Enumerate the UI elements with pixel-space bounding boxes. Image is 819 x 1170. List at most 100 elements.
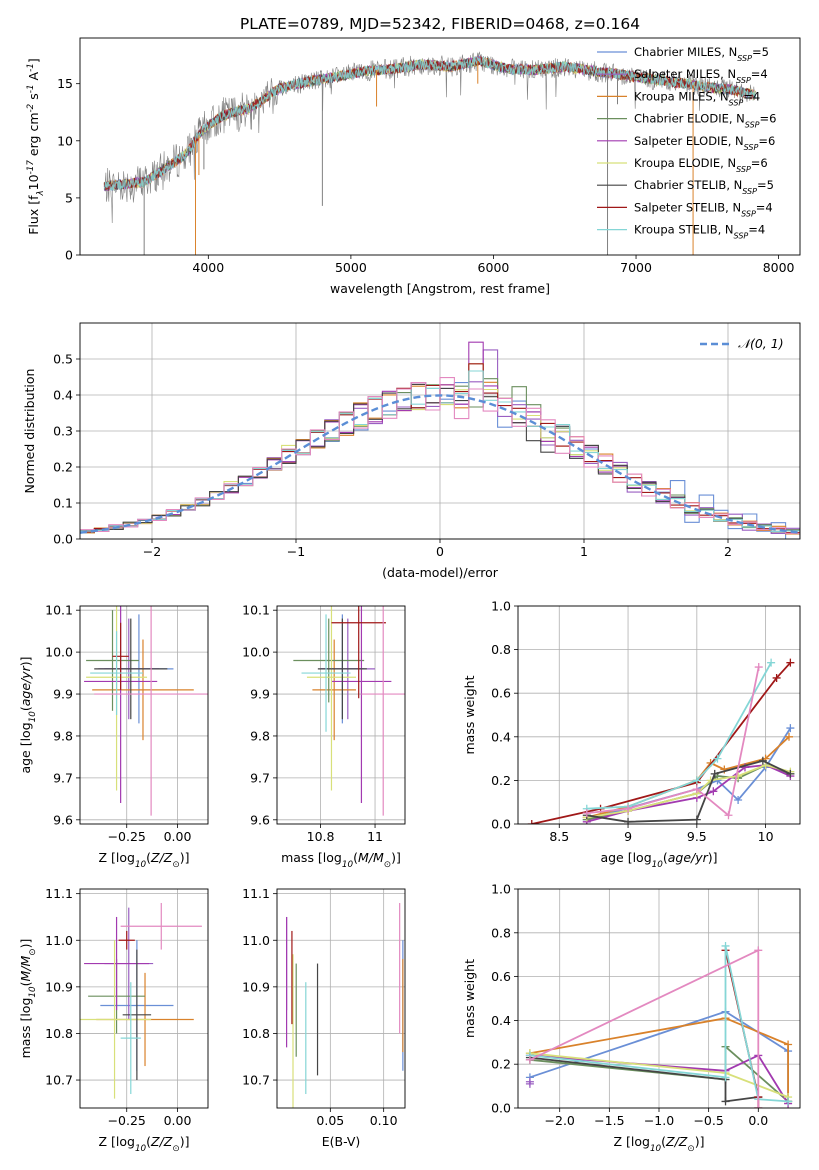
residuals-ytick-label-4: 0.4 bbox=[53, 388, 73, 403]
spectrum-legend-label-4: Salpeter ELODIE, NSSP=6 bbox=[634, 134, 775, 152]
spectrum-legend: Chabrier MILES, NSSP=5 Salpeter MILES, NS… bbox=[597, 45, 776, 240]
weight_vs_age-marker-6-0 bbox=[527, 820, 536, 824]
weight_vs_age-marker-4-4 bbox=[734, 772, 743, 781]
age_vs_Z-xlabel: Z [log10(Z/Z⊙)] bbox=[98, 850, 189, 870]
age_vs_mass-xtick-label-1: 11 bbox=[367, 829, 383, 844]
age_vs_mass-ytick-label-3: 9.9 bbox=[250, 687, 270, 702]
spectrum-ytick-label-0: 0 bbox=[65, 248, 73, 263]
mass_vs_Z-ytick-label-2: 10.9 bbox=[45, 979, 73, 994]
mass_vs_Z-ytick-label-1: 10.8 bbox=[45, 1026, 73, 1041]
weight_vs_age-marker-5-5 bbox=[786, 769, 795, 778]
weight_vs_Z-axes: −2.0 −1.5 −1.0 −0.5 0.0 0.0 0.2 0.4 0.6 0.8 1.0 Z [… bbox=[462, 882, 801, 1154]
mass_vs_Z-axes: −0.25 0.00 10.7 10.8 10.9 11.0 11.1 Z [log10(Z/… bbox=[18, 886, 209, 1154]
weight_vs_Z-xlabel: Z [log10(Z/Z⊙)] bbox=[613, 1134, 704, 1154]
weight_vs_age-line-8 bbox=[586, 666, 760, 817]
residuals-xtick-label-4: 2 bbox=[724, 544, 732, 559]
spectrum-xtick-label-4: 8000 bbox=[763, 260, 795, 275]
weight_vs_Z-marker-1-1 bbox=[525, 1077, 534, 1086]
spectrum-plot-area bbox=[103, 51, 756, 255]
spectrum-ylabel: Flux [fλ10-17 erg cm-2 s-1 A-1] bbox=[26, 58, 46, 235]
spectrum-axes: 4000 5000 6000 7000 8000 0 5 10 15 wavelength [An… bbox=[26, 37, 801, 296]
weight_vs_age-marker-5-2 bbox=[692, 815, 701, 824]
residuals-ytick-label-5: 0.5 bbox=[53, 352, 73, 367]
spectrum-legend-label-2: Kroupa MILES, NSSP=4 bbox=[634, 89, 760, 107]
age_vs_mass-axes: 10.8 11 9.6 9.7 9.8 9.9 10.0 10.1 mass [log10(M/… bbox=[242, 603, 406, 870]
weight_vs_Z-marker-9-0 bbox=[525, 1055, 534, 1064]
weight_vs_Z-ytick-label-3: 0.6 bbox=[491, 969, 511, 984]
weight_vs_age-line-0 bbox=[586, 727, 792, 821]
weight_vs_Z-ylabel: mass weight bbox=[462, 959, 477, 1038]
weight_vs_Z-ytick-label-5: 1.0 bbox=[491, 882, 511, 897]
weight_vs_age-ylabel: mass weight bbox=[462, 675, 477, 754]
weight_vs_age-xtick-label-2: 9.5 bbox=[687, 829, 707, 844]
weight_vs_age-marker-7-2 bbox=[692, 776, 701, 785]
residuals-ytick-label-1: 0.1 bbox=[53, 496, 73, 511]
weight_vs_Z-xtick-label-3: −0.5 bbox=[693, 1113, 723, 1128]
age_vs_mass-plot-area bbox=[293, 606, 405, 816]
weight_vs_age-marker-5-1 bbox=[624, 817, 633, 824]
spectrum-legend-label-8: Kroupa STELIB, NSSP=4 bbox=[634, 223, 765, 241]
weight_vs_age-marker-8-0 bbox=[582, 809, 591, 818]
weight_vs_age-marker-8-4 bbox=[754, 663, 763, 672]
spectrum-legend-label-3: Chabrier ELODIE, NSSP=6 bbox=[634, 112, 776, 130]
weight_vs_age-ytick-label-0: 0.0 bbox=[491, 817, 511, 832]
weight_vs_age-plot-area bbox=[527, 658, 795, 824]
age_vs_mass-ytick-label-5: 10.1 bbox=[242, 603, 270, 618]
weight_vs_Z-ytick-label-0: 0.0 bbox=[491, 1101, 511, 1116]
weight_vs_Z-xtick-label-4: 0.0 bbox=[748, 1113, 768, 1128]
age_vs_Z-ytick-label-0: 9.6 bbox=[53, 812, 73, 827]
weight_vs_Z-marker-9-2 bbox=[754, 1104, 763, 1108]
spectrum-xtick-label-3: 7000 bbox=[620, 260, 652, 275]
weight_vs_age-marker-5-3 bbox=[710, 769, 719, 778]
weight_vs_age-ytick-label-2: 0.4 bbox=[491, 729, 511, 744]
mass_vs_Z-ytick-label-0: 10.7 bbox=[45, 1073, 73, 1088]
hist-legend-label: 𝒩(0, 1) bbox=[738, 336, 784, 351]
mass_vs_Z-xlabel: Z [log10(Z/Z⊙)] bbox=[98, 1134, 189, 1154]
spectrum-legend-label-0: Chabrier MILES, NSSP=5 bbox=[634, 45, 769, 63]
spectrum-frame bbox=[79, 37, 801, 256]
age_vs_mass-xlabel: mass [log10(M/M⊙)] bbox=[281, 850, 401, 870]
weight_vs_age-axes: 8.5 9 9.5 10 0.0 0.2 0.4 0.6 0.8 1.0 age [log10(ag… bbox=[462, 599, 801, 870]
age_vs_Z-xtick-label-0: −0.25 bbox=[108, 829, 146, 844]
hist-gaussian-curve bbox=[80, 394, 800, 534]
weight_vs_age-marker-6-4 bbox=[786, 658, 795, 667]
weight_vs_age-ytick-label-3: 0.6 bbox=[491, 686, 511, 701]
spectrum-legend-label-7: Salpeter STELIB, NSSP=4 bbox=[634, 200, 773, 218]
mass_vs_ebv-xtick-label-1: 0.10 bbox=[370, 1113, 398, 1128]
weight_vs_age-xtick-label-0: 8.5 bbox=[549, 829, 569, 844]
mass_vs_ebv-ytick-label-2: 10.9 bbox=[242, 979, 270, 994]
weight_vs_Z-ytick-label-1: 0.2 bbox=[491, 1057, 511, 1072]
weight_vs_age-marker-7-4 bbox=[767, 658, 776, 667]
age_vs_Z-plot-area bbox=[84, 606, 208, 816]
weight_vs_age-marker-8-3 bbox=[724, 811, 733, 820]
weight_vs_age-marker-7-3 bbox=[713, 754, 722, 763]
mass_vs_Z-ytick-label-4: 11.1 bbox=[45, 886, 73, 901]
weight_vs_age-marker-1-6 bbox=[784, 732, 793, 741]
age_vs_Z-ytick-label-1: 9.7 bbox=[53, 770, 73, 785]
weight_vs_age-ytick-label-1: 0.2 bbox=[491, 773, 511, 788]
weight_vs_age-line-7 bbox=[586, 662, 772, 810]
weight_vs_age-marker-0-5 bbox=[786, 724, 795, 733]
mass_vs_ebv-plot-area bbox=[286, 902, 404, 1108]
spectrum-legend-label-5: Kroupa ELODIE, NSSP=6 bbox=[634, 156, 768, 174]
age_vs_Z-ytick-label-2: 9.8 bbox=[53, 728, 73, 743]
weight_vs_Z-marker-9-1 bbox=[754, 946, 763, 955]
mass_vs_ebv-ytick-label-3: 11.0 bbox=[242, 933, 270, 948]
weight_vs_age-marker-3-3 bbox=[709, 787, 718, 796]
weight_vs_age-xtick-label-1: 9 bbox=[624, 829, 632, 844]
spectrum-ytick-label-1: 5 bbox=[65, 190, 73, 205]
weight_vs_Z-xtick-label-1: −1.5 bbox=[594, 1113, 624, 1128]
mass_vs_Z-ylabel: mass [log10(M/M⊙)] bbox=[18, 939, 38, 1059]
weight_vs_Z-marker-8-4 bbox=[784, 1097, 793, 1106]
weight_vs_age-frame bbox=[517, 605, 801, 825]
age_vs_mass-ytick-label-0: 9.6 bbox=[250, 812, 270, 827]
mass_vs_Z-xtick-label-0: −0.25 bbox=[108, 1113, 146, 1128]
spectrum-xlabel: wavelength [Angstrom, rest frame] bbox=[330, 281, 550, 296]
spectrum-xtick-label-0: 4000 bbox=[192, 260, 224, 275]
weight_vs_Z-marker-2-2 bbox=[784, 1040, 793, 1049]
weight_vs_Z-line-2 bbox=[529, 1017, 789, 1102]
residuals-ytick-label-0: 0.0 bbox=[53, 532, 73, 547]
weight_vs_Z-plot-area bbox=[525, 941, 793, 1108]
age_vs_mass-ytick-label-4: 10.0 bbox=[242, 645, 270, 660]
